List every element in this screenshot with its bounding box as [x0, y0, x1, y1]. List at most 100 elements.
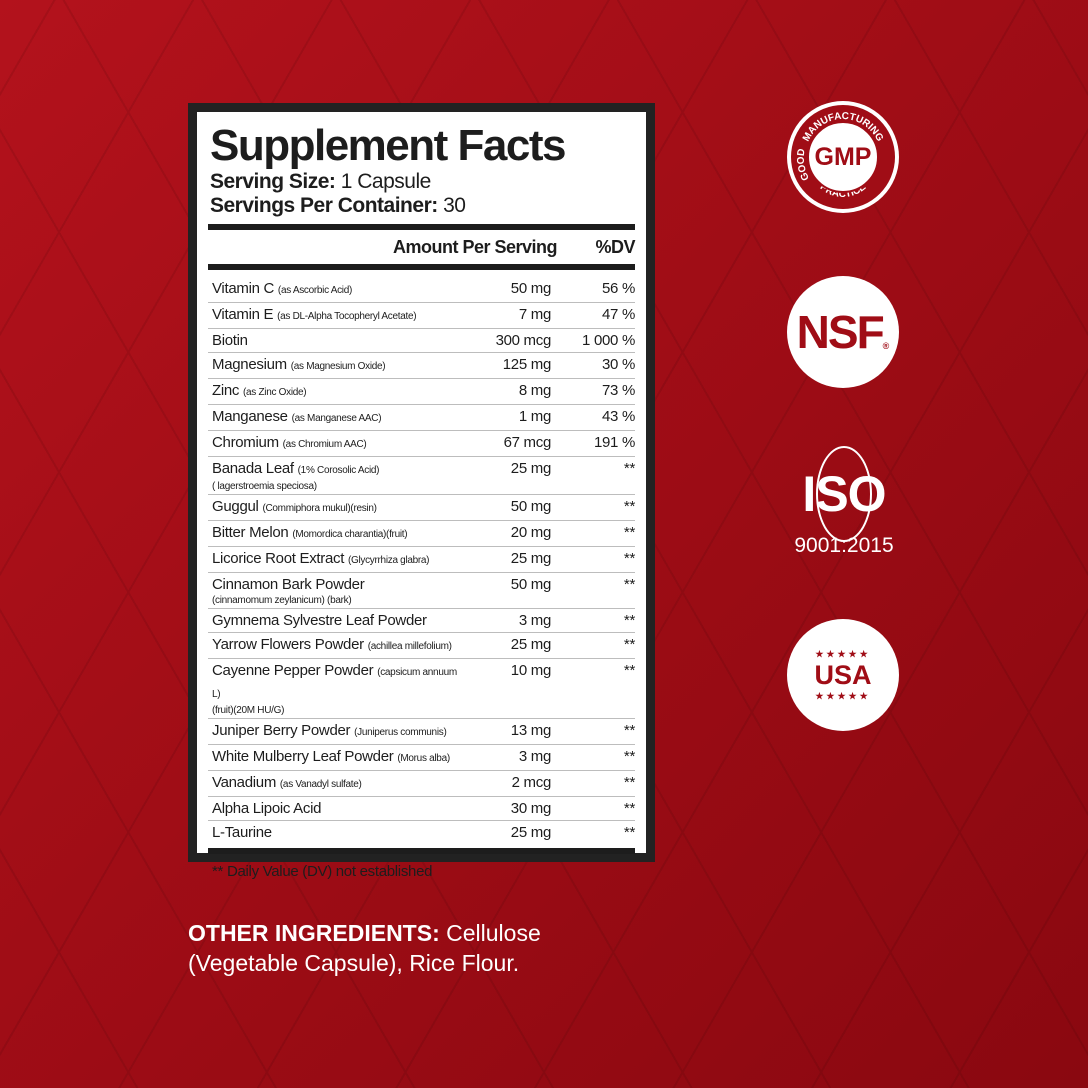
ingredient-name: Yarrow Flowers Powder — [212, 636, 364, 653]
ingredient-note: (Commiphora mukul)(resin) — [262, 503, 377, 514]
ingredient-dv: ** — [623, 498, 635, 515]
ingredient-amount: 25 mg — [510, 460, 552, 477]
ingredient-dv: ** — [623, 460, 635, 477]
ingredient-dv: ** — [623, 662, 635, 679]
gmp-left-text: GOOD — [796, 148, 812, 182]
ingredient-amount: 3 mg — [518, 612, 551, 629]
ingredient-amount: 3 mg — [518, 748, 551, 765]
ingredient-name: Vanadium — [212, 774, 277, 791]
ingredient-dv: ** — [623, 800, 635, 817]
stars-icon: ★★★★★ — [815, 690, 871, 701]
iso-badge: ISO 9001:2015 — [786, 446, 902, 558]
ingredient-row: Gymnema Sylvestre Leaf Powder 3 mg ** — [208, 609, 635, 633]
ingredient-row: Juniper Berry Powder (Juniperus communis… — [208, 719, 635, 745]
svg-text:GOOD: GOOD — [796, 148, 812, 182]
ingredient-amount: 10 mg — [510, 662, 552, 679]
ingredient-note: (Juniperus communis) — [354, 727, 447, 738]
ingredient-name: Vitamin C — [212, 280, 275, 297]
ingredient-name: Manganese — [212, 408, 288, 425]
ingredient-amount: 1 mg — [518, 408, 551, 425]
ingredient-row: Magnesium (as Magnesium Oxide) 125 mg 30 % — [208, 353, 635, 379]
ingredient-name: Guggul — [212, 498, 259, 515]
ingredient-name: Cayenne Pepper Powder — [212, 662, 374, 679]
ingredient-amount: 7 mg — [518, 306, 551, 323]
ingredient-dv: ** — [623, 524, 635, 541]
ingredient-row: Vitamin E (as DL-Alpha Tocopheryl Acetat… — [208, 303, 635, 329]
serving-size: Serving Size: 1 Capsule — [210, 170, 431, 193]
ingredient-name: Cinnamon Bark Powder — [212, 576, 365, 593]
ingredient-name: Alpha Lipoic Acid — [212, 800, 322, 817]
ingredient-dv: 191 % — [593, 434, 635, 451]
ingredient-row: Chromium (as Chromium AAC) 67 mcg 191 % — [208, 431, 635, 457]
ingredient-name: Zinc — [212, 382, 240, 399]
gmp-text: GMP — [807, 121, 879, 193]
usa-badge: ★★★★★ USA ★★★★★ — [787, 619, 899, 731]
ingredient-subnote: (fruit)(20M HU/G) — [212, 705, 285, 716]
ingredient-row: L-Taurine 25 mg ** — [208, 821, 635, 844]
ingredient-dv: ** — [623, 576, 635, 593]
ingredient-amount: 125 mg — [502, 356, 552, 373]
ingredient-note: (as Magnesium Oxide) — [290, 361, 386, 372]
ingredient-name: Juniper Berry Powder — [212, 722, 351, 739]
amount-header: Amount Per Serving — [392, 236, 558, 257]
ingredient-row: Cayenne Pepper Powder (capsicum annuum L… — [208, 659, 635, 719]
ingredient-amount: 13 mg — [510, 722, 552, 739]
ingredient-row: Bitter Melon (Momordica charantia)(fruit… — [208, 521, 635, 547]
ingredient-row: Zinc (as Zinc Oxide) 8 mg 73 % — [208, 379, 635, 405]
ingredient-row: Licorice Root Extract (Glycyrrhiza glabr… — [208, 547, 635, 573]
ingredient-name: White Mulberry Leaf Powder — [212, 748, 394, 765]
ingredient-amount: 8 mg — [518, 382, 551, 399]
ingredient-name: Gymnema Sylvestre Leaf Powder — [212, 612, 427, 629]
divider — [208, 848, 635, 854]
ingredient-name: Licorice Root Extract — [212, 550, 345, 567]
ingredient-name: Chromium — [212, 434, 279, 451]
ingredient-row: Vitamin C (as Ascorbic Acid) 50 mg 56 % — [208, 277, 635, 303]
ingredient-note: (Momordica charantia)(fruit) — [292, 529, 408, 540]
ingredient-dv: 56 % — [602, 280, 635, 297]
ingredient-name: Magnesium — [212, 356, 287, 373]
ingredient-note: (as DL-Alpha Tocopheryl Acetate) — [277, 311, 417, 322]
ingredient-amount: 67 mcg — [503, 434, 552, 451]
ingredient-subnote: ( lagerstroemia speciosa) — [212, 481, 317, 492]
divider — [208, 224, 635, 230]
ingredient-row: Guggul (Commiphora mukul)(resin) 50 mg ** — [208, 495, 635, 521]
ingredient-amount: 20 mg — [510, 524, 552, 541]
other-ingredients: OTHER INGREDIENTS: Cellulose (Vegetable … — [188, 920, 541, 976]
ingredient-note: (as Ascorbic Acid) — [277, 285, 352, 296]
ingredient-dv: ** — [623, 774, 635, 791]
ingredient-subnote: (cinnamomum zeylanicum) (bark) — [212, 595, 352, 606]
ingredient-dv: ** — [623, 748, 635, 765]
ingredient-dv: ** — [623, 722, 635, 739]
gmp-badge: MANUFACTURING PRACTICE GMP GOOD — [787, 101, 899, 213]
ingredient-name: L-Taurine — [212, 824, 272, 841]
ingredient-note: (as Vanadyl sulfate) — [279, 779, 362, 790]
ingredient-dv: 30 % — [602, 356, 635, 373]
ingredient-note: (1% Corosolic Acid) — [297, 465, 380, 476]
stars-icon: ★★★★★ — [815, 648, 871, 659]
ingredient-amount: 25 mg — [510, 824, 552, 841]
divider — [208, 264, 635, 270]
ingredient-dv: 43 % — [602, 408, 635, 425]
ingredient-name: Biotin — [212, 332, 248, 349]
ingredient-dv: 73 % — [602, 382, 635, 399]
ingredient-name: Vitamin E — [212, 306, 274, 323]
ingredient-note: (as Chromium AAC) — [282, 439, 367, 450]
ingredient-note: (Morus alba) — [397, 753, 450, 764]
ingredient-amount: 25 mg — [510, 636, 552, 653]
ingredient-name: Bitter Melon — [212, 524, 289, 541]
dv-header: %DV — [595, 236, 635, 257]
ingredient-row: Alpha Lipoic Acid 30 mg ** — [208, 797, 635, 821]
ingredient-row: Vanadium (as Vanadyl sulfate) 2 mcg ** — [208, 771, 635, 797]
ingredient-dv: ** — [623, 550, 635, 567]
ingredient-amount: 300 mcg — [495, 332, 552, 349]
ingredient-row: Banada Leaf (1% Corosolic Acid) ( lagerst… — [208, 457, 635, 495]
ingredient-dv: ** — [623, 824, 635, 841]
ingredient-amount: 50 mg — [510, 498, 552, 515]
ingredient-list: Vitamin C (as Ascorbic Acid) 50 mg 56 % Vit… — [208, 277, 635, 844]
ingredient-amount: 50 mg — [510, 280, 552, 297]
label-title: Supplement Facts — [210, 121, 566, 170]
column-headers: Amount Per Serving %DV — [208, 230, 636, 264]
footnote: ** Daily Value (DV) not established — [212, 863, 433, 880]
nsf-badge: NSF ® — [787, 276, 899, 388]
ingredient-dv: 1 000 % — [582, 332, 635, 349]
